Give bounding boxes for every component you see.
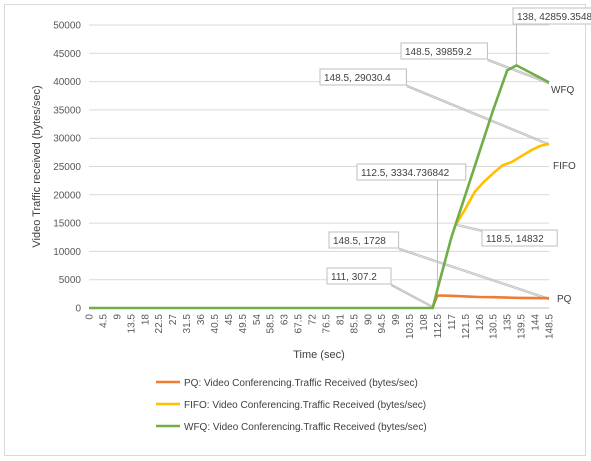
y-tick-label: 15000 xyxy=(53,219,81,230)
x-tick-label: 40.5 xyxy=(210,314,221,334)
annotation-leader xyxy=(406,84,550,145)
y-tick-label: 45000 xyxy=(53,49,81,60)
y-tick-label: 0 xyxy=(75,304,81,315)
x-tick-label: 4.5 xyxy=(98,314,109,328)
annotation-leader xyxy=(406,86,550,146)
x-tick-label: 45 xyxy=(224,314,235,326)
x-tick-label: 85.5 xyxy=(349,314,360,334)
y-tick-label: 25000 xyxy=(53,162,81,173)
y-tick-label: 10000 xyxy=(53,247,81,258)
annotation-label: 112.5, 3334.736842 xyxy=(361,168,450,179)
x-tick-label: 67.5 xyxy=(294,314,305,334)
annotation-leader xyxy=(390,283,434,307)
x-tick-label: 58.5 xyxy=(266,314,277,334)
annotation-leader xyxy=(455,225,483,232)
x-tick-label: 103.5 xyxy=(405,314,416,339)
x-tick-label: 130.5 xyxy=(489,314,500,339)
annotation-leader xyxy=(398,247,550,299)
annotation-leader xyxy=(455,223,483,231)
annotation-box xyxy=(400,42,488,60)
series-end-label: WFQ xyxy=(551,85,575,96)
x-tick-label: 126 xyxy=(475,314,486,331)
x-tick-label: 90 xyxy=(363,314,374,326)
legend-entry: FIFO: Video Conferencing.Traffic Receive… xyxy=(184,400,426,411)
annotation-leader xyxy=(487,60,550,85)
annotation-leader xyxy=(398,249,550,301)
annotation-box xyxy=(326,267,392,285)
x-tick-label: 121.5 xyxy=(461,314,472,339)
x-tick-label: 22.5 xyxy=(154,314,165,334)
x-tick-label: 31.5 xyxy=(182,314,193,334)
x-tick-label: 49.5 xyxy=(238,314,249,334)
x-tick-label: 72 xyxy=(308,314,319,326)
x-tick-label: 81 xyxy=(335,314,346,326)
x-tick-label: 13.5 xyxy=(126,314,137,334)
series-end-label: FIFO xyxy=(553,161,576,172)
annotation-label: 111, 307.2 xyxy=(331,272,377,283)
legend-entry: PQ: Video Conferencing.Traffic Received … xyxy=(184,378,418,389)
x-tick-label: 135 xyxy=(503,314,514,331)
x-tick-label: 139.5 xyxy=(517,314,528,339)
y-tick-label: 5000 xyxy=(59,275,82,286)
series-end-label: PQ xyxy=(557,294,572,305)
y-tick-label: 40000 xyxy=(53,77,81,88)
x-tick-label: 63 xyxy=(280,314,291,326)
x-tick-label: 0 xyxy=(85,314,96,320)
x-tick-label: 117 xyxy=(447,314,458,330)
series-line-fifo xyxy=(454,142,550,225)
annotation-leader xyxy=(487,58,550,83)
x-tick-label: 54 xyxy=(252,314,263,326)
annotation-label: 118.5, 14832 xyxy=(486,234,544,245)
annotation-label: 148.5, 1728 xyxy=(333,236,386,247)
annotation-box xyxy=(319,68,407,86)
x-tick-label: 76.5 xyxy=(321,314,332,334)
annotation-leader xyxy=(390,285,434,309)
annotation-label: 148.5, 29030.4 xyxy=(324,73,391,84)
y-tick-label: 50000 xyxy=(53,21,81,32)
annotation-label: 148.5, 39859.2 xyxy=(405,47,472,58)
annotation-box xyxy=(512,7,591,25)
y-tick-label: 20000 xyxy=(53,190,81,201)
x-tick-label: 99 xyxy=(391,314,402,326)
annotation-label: 138, 42859.35484 xyxy=(517,12,591,23)
x-tick-label: 108 xyxy=(419,314,430,331)
x-tick-label: 36 xyxy=(196,314,207,326)
x-tick-label: 148.5 xyxy=(545,314,556,339)
y-tick-label: 30000 xyxy=(53,134,81,145)
x-tick-label: 94.5 xyxy=(377,314,388,334)
x-tick-label: 9 xyxy=(112,314,123,320)
series-line-wfq xyxy=(89,64,550,310)
x-tick-label: 18 xyxy=(140,314,151,326)
y-tick-label: 35000 xyxy=(53,105,81,116)
annotation-box xyxy=(356,163,467,181)
x-tick-label: 144 xyxy=(531,314,542,331)
annotation-box xyxy=(481,229,558,247)
legend-entry: WFQ: Video Conferencing.Traffic Received… xyxy=(184,422,427,433)
y-axis-title: Video Traffic received (bytes/sec) xyxy=(31,85,43,247)
x-tick-label: 27 xyxy=(168,314,179,326)
series-line-pq xyxy=(431,294,550,307)
annotation-box xyxy=(328,231,400,249)
x-tick-label: 112.5 xyxy=(433,314,444,339)
x-axis-title: Time (sec) xyxy=(293,349,345,361)
